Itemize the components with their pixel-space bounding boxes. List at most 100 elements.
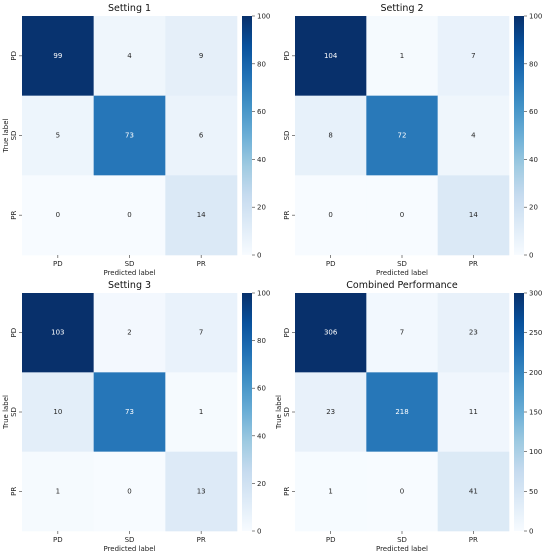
colorbar-tick-label: 0 (257, 528, 261, 536)
cell-value-label: 306 (324, 329, 338, 337)
colorbar-tick-label: 50 (529, 488, 538, 496)
heatmap-cell (165, 293, 238, 373)
cell-value-label: 23 (326, 408, 335, 416)
chart-title: Combined Performance (346, 280, 458, 291)
x-tick-label: SD (397, 536, 407, 544)
heatmap-cell (165, 451, 238, 532)
cell-value-label: 14 (469, 211, 478, 219)
y-tick-label: PD (10, 328, 18, 338)
colorbar (514, 16, 524, 255)
heatmap-cell (366, 16, 438, 96)
colorbar-tick-label: 250 (529, 329, 542, 337)
cell-value-label: 0 (400, 211, 404, 219)
cell-value-label: 7 (471, 52, 475, 60)
cell-value-label: 23 (469, 329, 478, 337)
cell-value-label: 0 (127, 211, 131, 219)
heatmap-cell (22, 175, 94, 256)
heatmap-cell (22, 95, 94, 176)
cell-value-label: 7 (199, 329, 203, 337)
x-tick-label: PD (53, 536, 63, 544)
colorbar-tick-label: 0 (529, 252, 533, 260)
colorbar-tick-label: 100 (257, 13, 270, 21)
heatmap-cell (437, 293, 510, 373)
cell-value-label: 1 (199, 408, 203, 416)
heatmap-cell (366, 372, 438, 452)
cell-value-label: 1 (328, 487, 332, 495)
x-axis-label: Predicted label (103, 545, 155, 553)
cell-value-label: 0 (56, 211, 60, 219)
cell-value-label: 73 (125, 132, 134, 140)
chart-title: Setting 3 (108, 280, 151, 291)
heatmap-cell (93, 175, 166, 256)
heatmap-cell (295, 451, 367, 532)
y-tick-label: PD (283, 328, 291, 338)
heatmap-cell (22, 372, 94, 452)
cell-value-label: 218 (395, 408, 408, 416)
cell-value-label: 4 (127, 52, 132, 60)
heatmap-cell (295, 293, 367, 373)
heatmap-cell (165, 175, 238, 256)
colorbar-tick-label: 40 (529, 156, 538, 164)
cell-value-label: 14 (197, 211, 206, 219)
y-axis-label: True label (2, 118, 10, 153)
y-tick-label: PR (10, 487, 18, 496)
x-tick-label: PD (326, 260, 336, 268)
cell-value-label: 8 (328, 132, 332, 140)
colorbar-tick-label: 60 (257, 385, 266, 393)
heatmap-cell (295, 175, 367, 256)
cell-value-label: 0 (328, 211, 332, 219)
colorbar-tick-label: 40 (257, 156, 266, 164)
heatmap-cell (93, 293, 166, 373)
x-tick-label: PR (197, 536, 206, 544)
cell-value-label: 4 (471, 132, 476, 140)
cell-value-label: 104 (324, 52, 338, 60)
heatmap-cell (22, 451, 94, 532)
y-tick-label: SD (10, 131, 18, 141)
y-tick-label: SD (283, 131, 291, 141)
cell-value-label: 2 (127, 329, 131, 337)
x-tick-label: PD (326, 536, 336, 544)
colorbar-tick-label: 300 (529, 290, 542, 298)
heatmap-cell (165, 95, 238, 176)
colorbar-tick-label: 20 (529, 204, 538, 212)
y-axis-label: True label (2, 395, 10, 430)
x-axis-label: Predicted label (376, 545, 428, 553)
colorbar-tick-label: 60 (257, 108, 266, 116)
x-tick-label: SD (125, 260, 135, 268)
heatmap-cell (22, 16, 94, 96)
x-tick-label: SD (125, 536, 135, 544)
heatmap-cell (295, 95, 367, 176)
cell-value-label: 0 (400, 487, 404, 495)
x-axis-label: Predicted label (376, 269, 428, 277)
heatmap-cell (437, 95, 510, 176)
colorbar-tick-label: 20 (257, 480, 266, 488)
cell-value-label: 41 (469, 487, 478, 495)
colorbar-tick-label: 60 (529, 108, 538, 116)
heatmap-cell (22, 293, 94, 373)
x-tick-label: PD (53, 260, 63, 268)
colorbar (242, 16, 252, 255)
cell-value-label: 1 (56, 487, 60, 495)
y-tick-label: PD (283, 51, 291, 61)
colorbar-tick-label: 80 (257, 337, 266, 345)
heatmap-cell (366, 451, 438, 532)
heatmap-cell (295, 16, 367, 96)
colorbar-tick-label: 150 (529, 409, 542, 417)
heatmap-cell (93, 451, 166, 532)
y-tick-label: PR (283, 210, 291, 219)
cell-value-label: 73 (125, 408, 134, 416)
chart-title: Setting 2 (380, 3, 423, 14)
colorbar-tick-label: 100 (529, 13, 542, 21)
colorbar (242, 293, 252, 531)
heatmap-cell (366, 175, 438, 256)
heatmap-cell (366, 293, 438, 373)
heatmap-cell (437, 16, 510, 96)
colorbar-tick-label: 0 (257, 252, 261, 260)
x-tick-label: PR (469, 536, 478, 544)
heatmap-cell (93, 16, 166, 96)
cell-value-label: 0 (127, 487, 131, 495)
colorbar-tick-label: 20 (257, 204, 266, 212)
cell-value-label: 99 (53, 52, 62, 60)
